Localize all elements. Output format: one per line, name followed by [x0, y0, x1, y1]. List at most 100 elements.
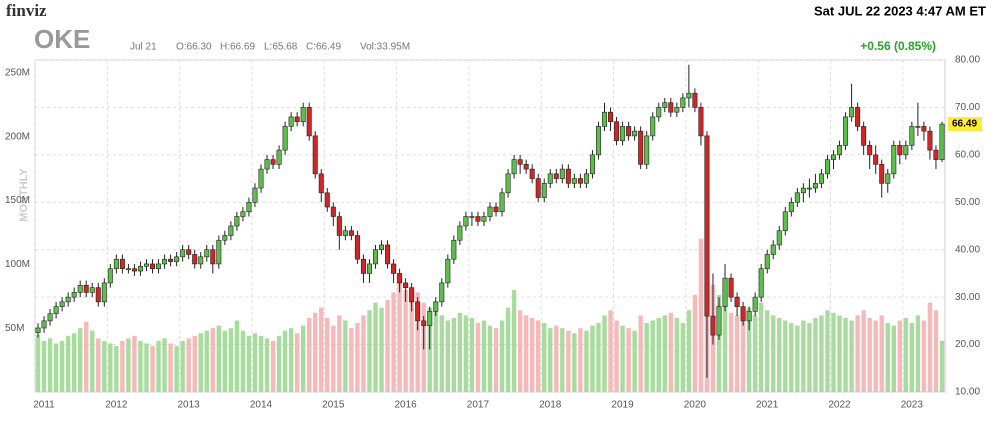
- candle-body: [867, 145, 873, 156]
- volume-bar: [475, 323, 481, 392]
- candle-body: [794, 192, 800, 203]
- volume-tick-label: 100M: [5, 259, 30, 270]
- candle-body: [469, 216, 475, 218]
- volume-bar: [578, 328, 583, 392]
- volume-tick-label: 150M: [5, 195, 30, 206]
- volume-bar: [180, 340, 185, 392]
- volume-bar: [825, 310, 830, 392]
- volume-bar: [644, 323, 649, 392]
- candle-body: [300, 107, 306, 122]
- volume-tick-label: 200M: [5, 131, 30, 142]
- y-tick-label: 10.00: [955, 387, 980, 398]
- candle-body: [270, 159, 276, 165]
- candle-body: [186, 249, 192, 255]
- candle-body: [35, 327, 41, 334]
- candle-body: [41, 320, 47, 329]
- volume-bar: [698, 238, 704, 392]
- candle-body: [59, 301, 65, 307]
- candle-body: [824, 159, 830, 175]
- volume-bar: [415, 292, 420, 392]
- volume-bar: [529, 317, 535, 392]
- volume-bar: [692, 294, 698, 392]
- y-tick-label: 30.00: [955, 292, 980, 303]
- volume-bar: [566, 330, 571, 392]
- volume-bar: [608, 310, 613, 392]
- candle-body: [222, 235, 228, 241]
- volume-bar: [59, 340, 65, 392]
- volume-bar: [897, 320, 903, 392]
- candle-body: [318, 173, 324, 194]
- volume-bar: [168, 343, 173, 392]
- candle-body: [216, 239, 222, 265]
- volume-bar: [427, 307, 432, 392]
- candle-body: [415, 301, 421, 322]
- volume-bar: [252, 333, 258, 392]
- candle-body: [559, 168, 565, 179]
- volume-bar: [656, 317, 661, 392]
- volume-bar: [433, 310, 438, 392]
- candle-body: [71, 292, 77, 298]
- volume-bar: [313, 312, 318, 392]
- volume-bar: [186, 338, 191, 392]
- candle-body: [119, 258, 125, 269]
- volume-bar: [716, 294, 722, 392]
- volume-bar: [385, 300, 390, 392]
- candle-body: [529, 168, 535, 179]
- volume-bar: [722, 302, 728, 392]
- candle-body: [662, 102, 668, 108]
- volume-bar: [536, 320, 541, 392]
- volume-bar: [445, 320, 451, 392]
- volume-bar: [96, 338, 101, 392]
- volume-bar: [234, 320, 240, 392]
- candle-body: [565, 168, 571, 184]
- volume-bar: [156, 340, 161, 392]
- volume-bar: [463, 315, 469, 392]
- candle-body: [583, 173, 589, 184]
- volume-bar: [819, 315, 824, 392]
- volume-bar: [807, 323, 812, 392]
- candle-body: [915, 126, 921, 128]
- volume-bar: [409, 297, 414, 392]
- volume-bar: [120, 340, 125, 392]
- x-tick-label: 2020: [684, 400, 707, 411]
- volume-bar: [795, 325, 800, 392]
- volume-bar: [879, 315, 884, 392]
- volume-bar: [90, 330, 95, 392]
- volume-bar: [65, 335, 71, 392]
- candle-body: [692, 92, 698, 108]
- volume-bar: [511, 289, 517, 392]
- volume-bar: [771, 315, 776, 392]
- candle-body: [246, 201, 252, 213]
- volume-bar: [469, 317, 475, 392]
- candle-body: [354, 235, 360, 260]
- candle-body: [933, 149, 939, 160]
- candle-body: [553, 173, 559, 179]
- candle-body: [252, 187, 258, 203]
- candle-body: [891, 145, 897, 175]
- volume-bar: [548, 328, 553, 392]
- last-price-box: [948, 117, 982, 132]
- volume-bar: [307, 317, 312, 392]
- candle-body: [620, 126, 626, 141]
- candle-body: [511, 159, 517, 175]
- candle-body: [385, 244, 391, 265]
- y-tick-label: 40.00: [955, 244, 980, 255]
- candle-body: [294, 116, 300, 122]
- volume-bar: [276, 335, 282, 392]
- candle-body: [903, 145, 909, 156]
- volume-bar: [505, 307, 511, 392]
- x-tick-label: 2018: [539, 400, 562, 411]
- candle-body: [704, 135, 710, 317]
- volume-bar: [71, 333, 77, 392]
- volume-bar: [84, 321, 89, 392]
- candle-body: [168, 258, 174, 262]
- candle-body: [234, 216, 240, 227]
- candle-body: [626, 126, 632, 137]
- y-tick-label: 60.00: [955, 149, 980, 160]
- volume-bar: [602, 315, 607, 392]
- volume-bar: [198, 333, 203, 392]
- volume-bar: [481, 320, 487, 392]
- candle-body: [837, 145, 843, 156]
- volume-bar: [662, 315, 667, 392]
- volume-bar: [674, 317, 680, 392]
